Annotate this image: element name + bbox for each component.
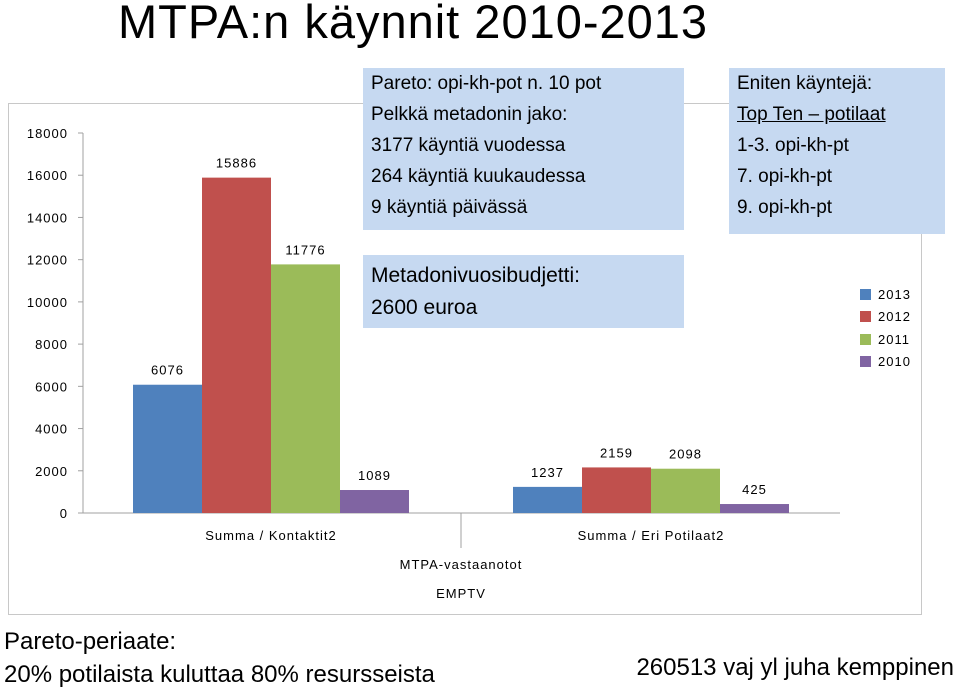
most-visits-line2: Top Ten – potilaat [737, 104, 886, 125]
bar-2012 [582, 467, 651, 513]
bar-value-label: 1237 [531, 465, 564, 480]
most-visits-line5: 9. opi-kh-pt [737, 197, 833, 218]
bar-2013 [133, 384, 202, 513]
y-tick-label: 14000 [27, 210, 68, 225]
pareto-principle-text: 20% potilaista kuluttaa 80% resursseista [4, 661, 435, 688]
bar-value-label: 15886 [216, 156, 257, 171]
budget-line1: Metadonivuosibudjetti: [371, 264, 580, 287]
bar-2011 [651, 468, 720, 513]
pareto-callout-line1: Pareto: opi-kh-pot n. 10 pot [371, 73, 602, 94]
y-tick-label: 0 [60, 506, 68, 521]
pareto-callout-line4: 264 käyntiä kuukaudessa [371, 166, 586, 187]
most-visits-line1: Eniten käyntejä: [737, 73, 873, 94]
x-group-label: MTPA-vastaanotot [400, 557, 523, 572]
x-group-sublabel: EMPTV [436, 586, 486, 601]
legend-label: 2010 [878, 354, 911, 370]
legend-swatch [860, 333, 871, 345]
most-visits-line4: 7. opi-kh-pt [737, 166, 833, 187]
bar-2013 [513, 486, 582, 513]
legend-label: 2012 [878, 309, 911, 325]
pareto-callout: Pareto: opi-kh-pot n. 10 pot Pelkkä meta… [363, 68, 684, 230]
chart-legend: 2013 2012 2011 2010 [860, 283, 911, 373]
bar-2010 [720, 504, 789, 513]
author-credit: 260513 vaj yl juha kemppinen [636, 654, 954, 681]
bar-value-label: 1089 [358, 468, 391, 483]
legend-label: 2013 [878, 286, 911, 302]
page-title: MTPA:n käynnit 2010-2013 [118, 0, 709, 48]
budget-callout: Metadonivuosibudjetti: 2600 euroa [363, 255, 684, 328]
legend-item-2012: 2012 [860, 306, 911, 329]
pareto-callout-line3: 3177 käyntiä vuodessa [371, 135, 566, 156]
budget-line2: 2600 euroa [371, 296, 478, 319]
y-tick-label: 16000 [27, 168, 68, 183]
bar-value-label: 2159 [600, 445, 633, 460]
pareto-principle-title: Pareto-periaate: [4, 628, 177, 655]
y-tick-label: 12000 [27, 253, 68, 268]
y-tick-label: 2000 [35, 464, 68, 479]
legend-item-2010: 2010 [860, 351, 911, 374]
bar-value-label: 2098 [669, 447, 702, 462]
legend-swatch [860, 356, 871, 368]
legend-item-2013: 2013 [860, 283, 911, 306]
y-tick-label: 10000 [27, 295, 68, 310]
pareto-callout-line5: 9 käyntiä päivässä [371, 197, 528, 218]
bar-value-label: 6076 [151, 363, 184, 378]
y-tick-label: 6000 [35, 379, 68, 394]
bar-2012 [202, 177, 271, 513]
legend-swatch [860, 288, 871, 300]
most-visits-callout: Eniten käyntejä: Top Ten – potilaat 1-3.… [729, 68, 945, 234]
most-visits-line3: 1-3. opi-kh-pt [737, 135, 849, 156]
bar-2010 [340, 490, 409, 513]
legend-item-2011: 2011 [860, 328, 911, 351]
bar-value-label: 11776 [285, 242, 325, 257]
bar-2011 [271, 264, 340, 513]
y-tick-label: 4000 [35, 422, 68, 437]
legend-swatch [860, 311, 871, 323]
y-tick-label: 18000 [27, 126, 68, 141]
legend-label: 2011 [878, 331, 910, 347]
x-category-label: Summa / Kontaktit2 [205, 528, 336, 543]
bar-value-label: 425 [742, 482, 767, 497]
y-tick-label: 8000 [35, 337, 68, 352]
pareto-callout-line2: Pelkkä metadonin jako: [371, 104, 568, 125]
pareto-principle: Pareto-periaate: 20% potilaista kuluttaa… [4, 625, 435, 691]
x-category-label: Summa / Eri Potilaat2 [578, 528, 725, 543]
